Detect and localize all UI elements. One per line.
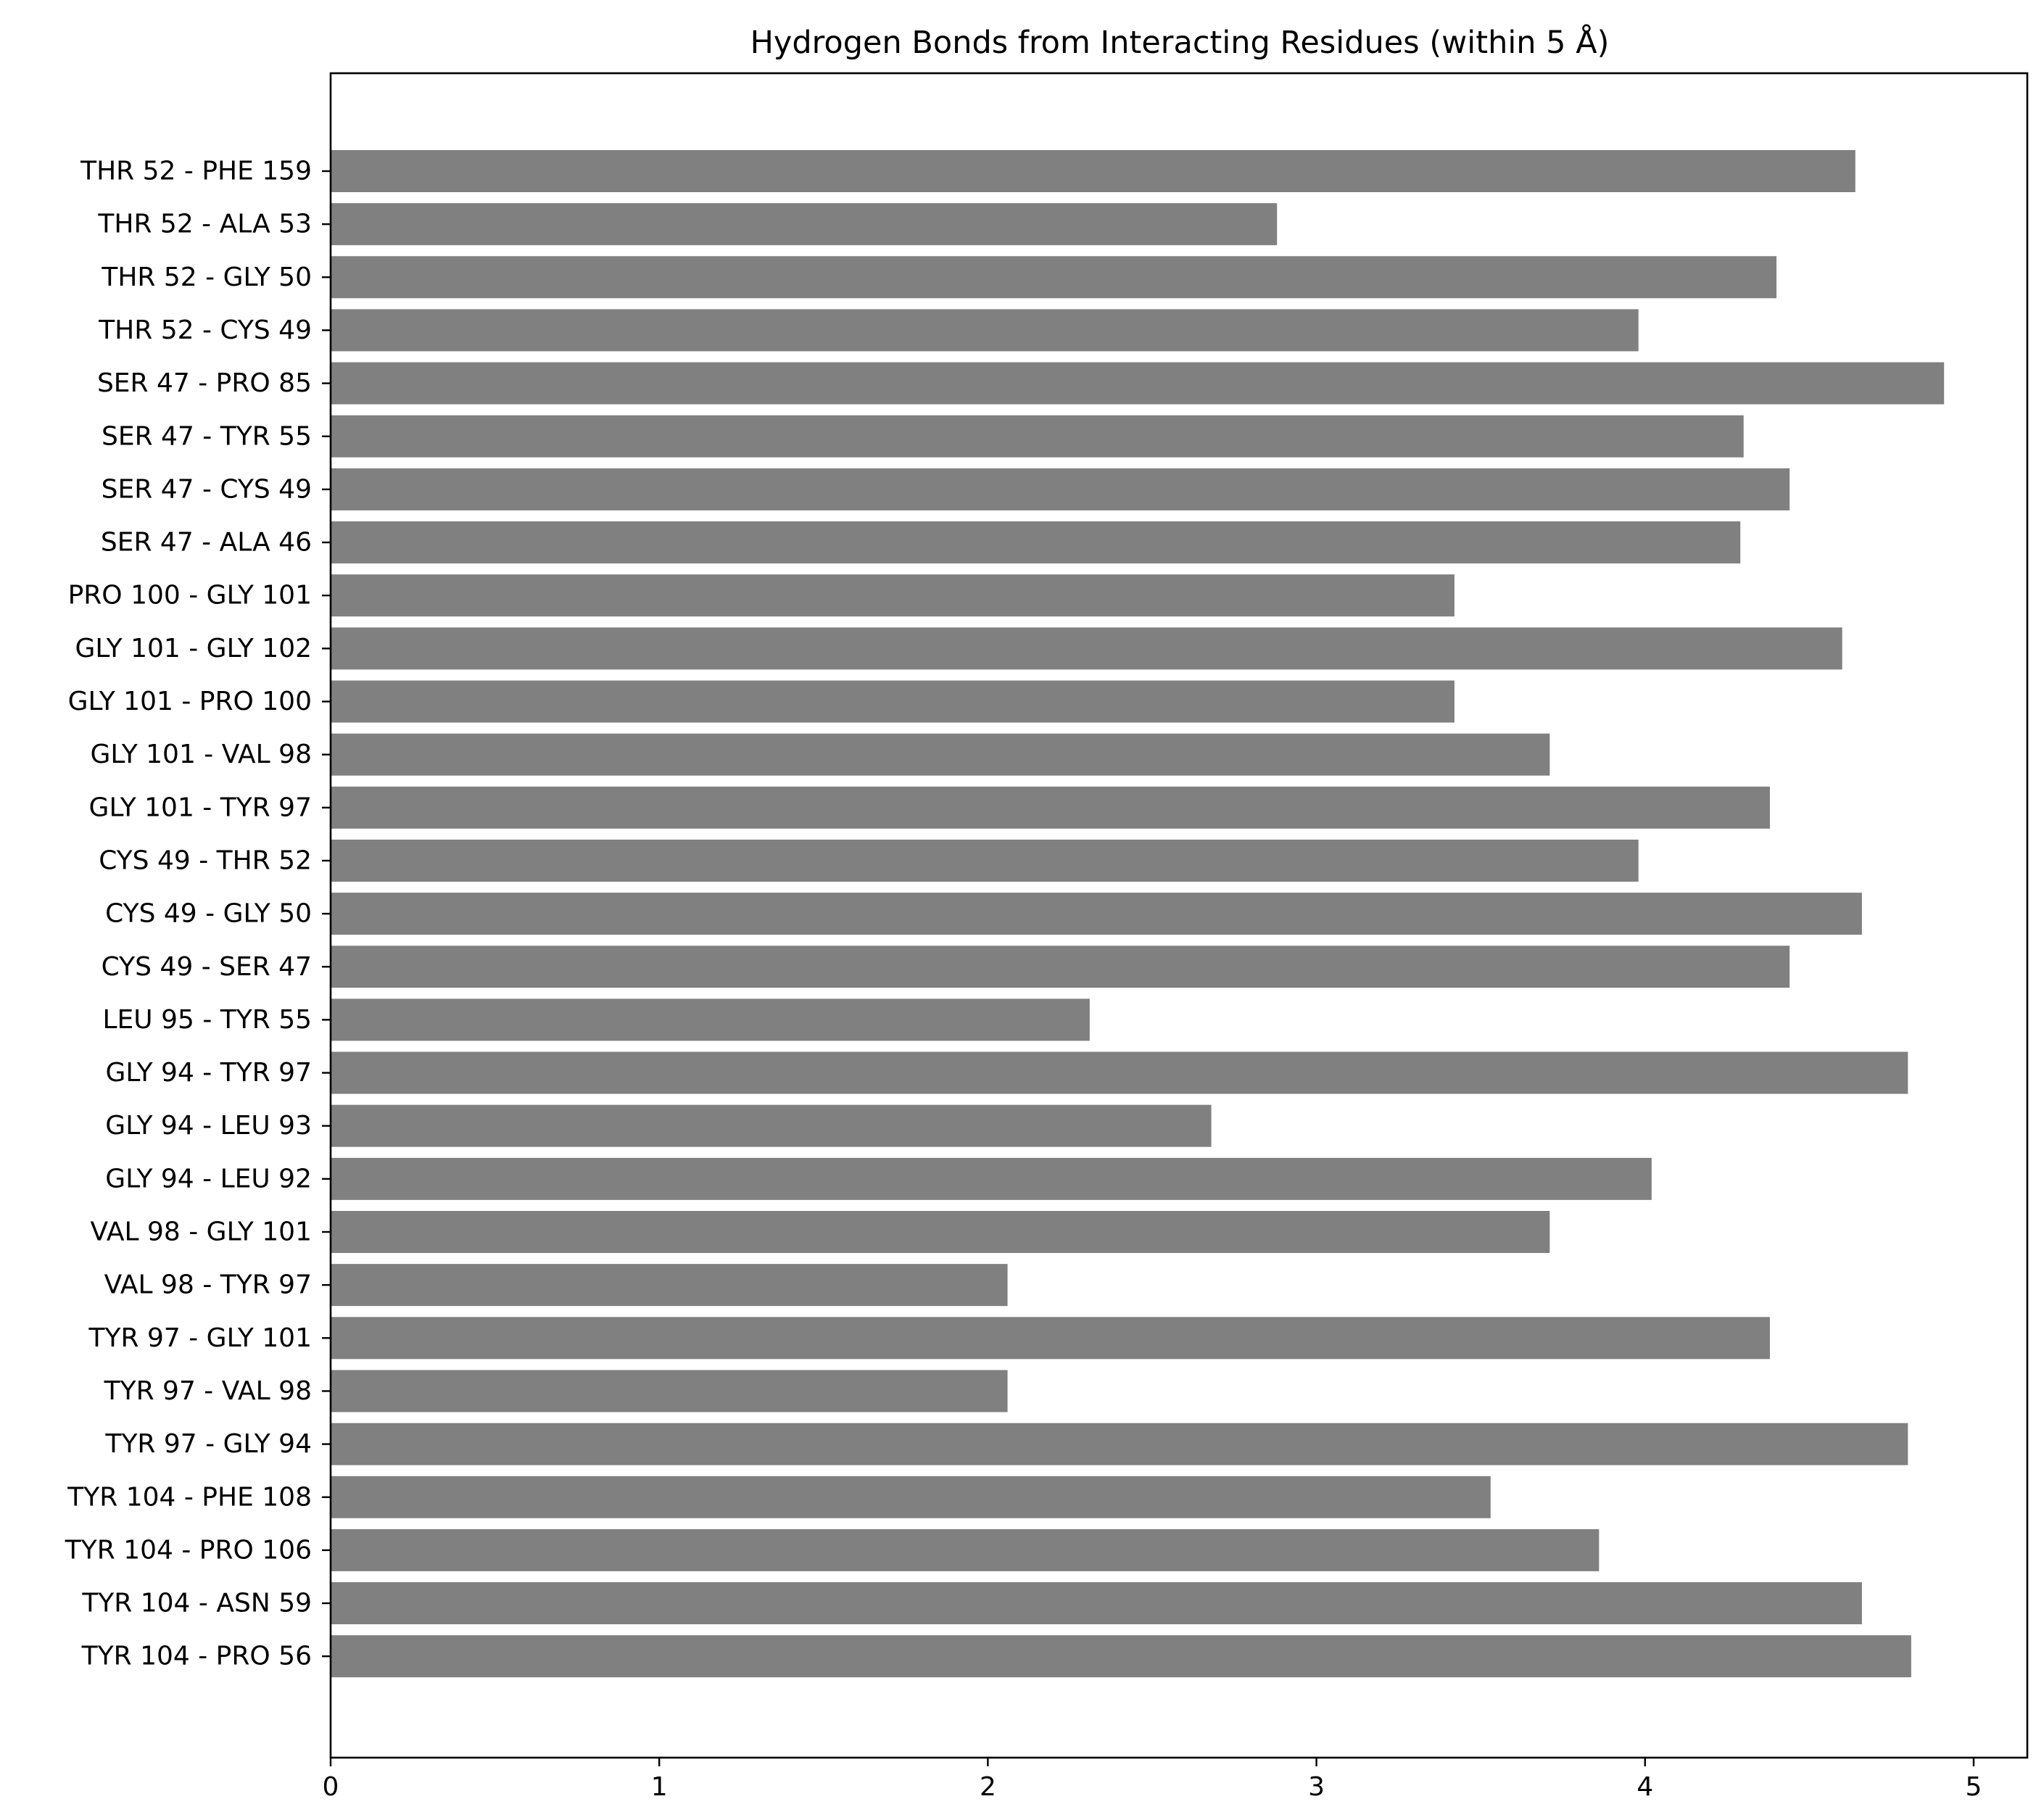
- bar: [331, 150, 1855, 192]
- bar: [331, 1582, 1862, 1625]
- y-tick-label: TYR 104 - ASN 59: [81, 1589, 312, 1618]
- bar: [331, 1104, 1212, 1147]
- y-tick-label: CYS 49 - GLY 50: [105, 899, 312, 929]
- y-tick-label: GLY 94 - TYR 97: [105, 1058, 312, 1088]
- plot-area-frame: [329, 72, 2029, 1759]
- y-axis-ticks: THR 52 - PHE 159 THR 52 - ALA 53 THR 52 - …: [65, 157, 331, 1671]
- y-tick-label: GLY 101 - VAL 98: [91, 740, 312, 769]
- y-tick-label: TYR 104 - PHE 108: [67, 1482, 312, 1512]
- x-tick-label: 3: [1308, 1772, 1325, 1802]
- y-tick-label: SER 47 - CYS 49: [102, 474, 312, 504]
- y-tick-label: CYS 49 - SER 47: [102, 952, 312, 982]
- bar: [331, 839, 1639, 882]
- bar: [331, 627, 1842, 670]
- y-tick-label: GLY 101 - GLY 102: [75, 634, 312, 663]
- x-tick-label: 1: [651, 1772, 668, 1802]
- y-tick-label: TYR 104 - PRO 56: [81, 1642, 312, 1671]
- bar: [331, 574, 1454, 617]
- y-tick-label: SER 47 - PRO 85: [97, 368, 312, 398]
- y-tick-label: TYR 97 - VAL 98: [104, 1376, 312, 1406]
- bar: [331, 893, 1862, 935]
- bar: [331, 1370, 1008, 1412]
- bar: [331, 521, 1741, 564]
- chart-title: Hydrogen Bonds from Interacting Residues…: [750, 24, 1610, 61]
- y-tick-label: VAL 98 - GLY 101: [91, 1217, 312, 1247]
- y-tick-label: THR 52 - GLY 50: [101, 262, 312, 292]
- bar: [331, 680, 1454, 723]
- y-tick-label: THR 52 - CYS 49: [98, 315, 312, 345]
- bar: [331, 362, 1945, 405]
- y-tick-label: GLY 94 - LEU 93: [105, 1111, 312, 1141]
- bar: [331, 1211, 1550, 1253]
- x-tick-label: 4: [1636, 1772, 1653, 1802]
- bar: [331, 256, 1777, 299]
- bar: [331, 203, 1278, 246]
- y-tick-label: VAL 98 - TYR 97: [104, 1270, 312, 1300]
- y-tick-label: TYR 97 - GLY 94: [104, 1429, 312, 1459]
- bar: [331, 309, 1639, 352]
- x-tick-label: 5: [1966, 1772, 1982, 1802]
- y-tick-label: TYR 97 - GLY 101: [88, 1323, 312, 1353]
- bar: [331, 946, 1790, 988]
- bar: [331, 1476, 1491, 1518]
- bar: [331, 415, 1744, 458]
- y-tick-label: GLY 94 - LEU 92: [105, 1164, 312, 1194]
- y-tick-label: THR 52 - PHE 159: [80, 157, 312, 186]
- bar: [331, 1423, 1908, 1465]
- bar: [331, 786, 1771, 829]
- bar: [331, 1317, 1771, 1360]
- x-axis-ticks: 0 1 2 3 4 5: [323, 1758, 1982, 1802]
- y-tick-label: GLY 101 - PRO 100: [68, 687, 312, 716]
- y-tick-label: CYS 49 - THR 52: [99, 845, 312, 875]
- bar: [331, 1635, 1911, 1678]
- bar: [331, 998, 1090, 1041]
- y-tick-label: SER 47 - TYR 55: [102, 421, 312, 451]
- bar: [331, 1529, 1600, 1571]
- x-tick-label: 2: [980, 1772, 996, 1802]
- bar: [331, 1264, 1008, 1307]
- y-tick-label: LEU 95 - TYR 55: [102, 1005, 312, 1035]
- bar: [331, 1051, 1908, 1094]
- y-tick-label: TYR 104 - PRO 106: [65, 1535, 312, 1565]
- x-tick-label: 0: [323, 1772, 339, 1802]
- bars-group: [331, 150, 1945, 1678]
- y-tick-label: GLY 101 - TYR 97: [89, 793, 312, 822]
- bar: [331, 733, 1550, 776]
- y-tick-label: SER 47 - ALA 46: [101, 528, 312, 558]
- y-tick-label: PRO 100 - GLY 101: [68, 581, 312, 611]
- bar: [331, 1157, 1652, 1200]
- bar: [331, 468, 1790, 510]
- y-tick-label: THR 52 - ALA 53: [97, 210, 312, 239]
